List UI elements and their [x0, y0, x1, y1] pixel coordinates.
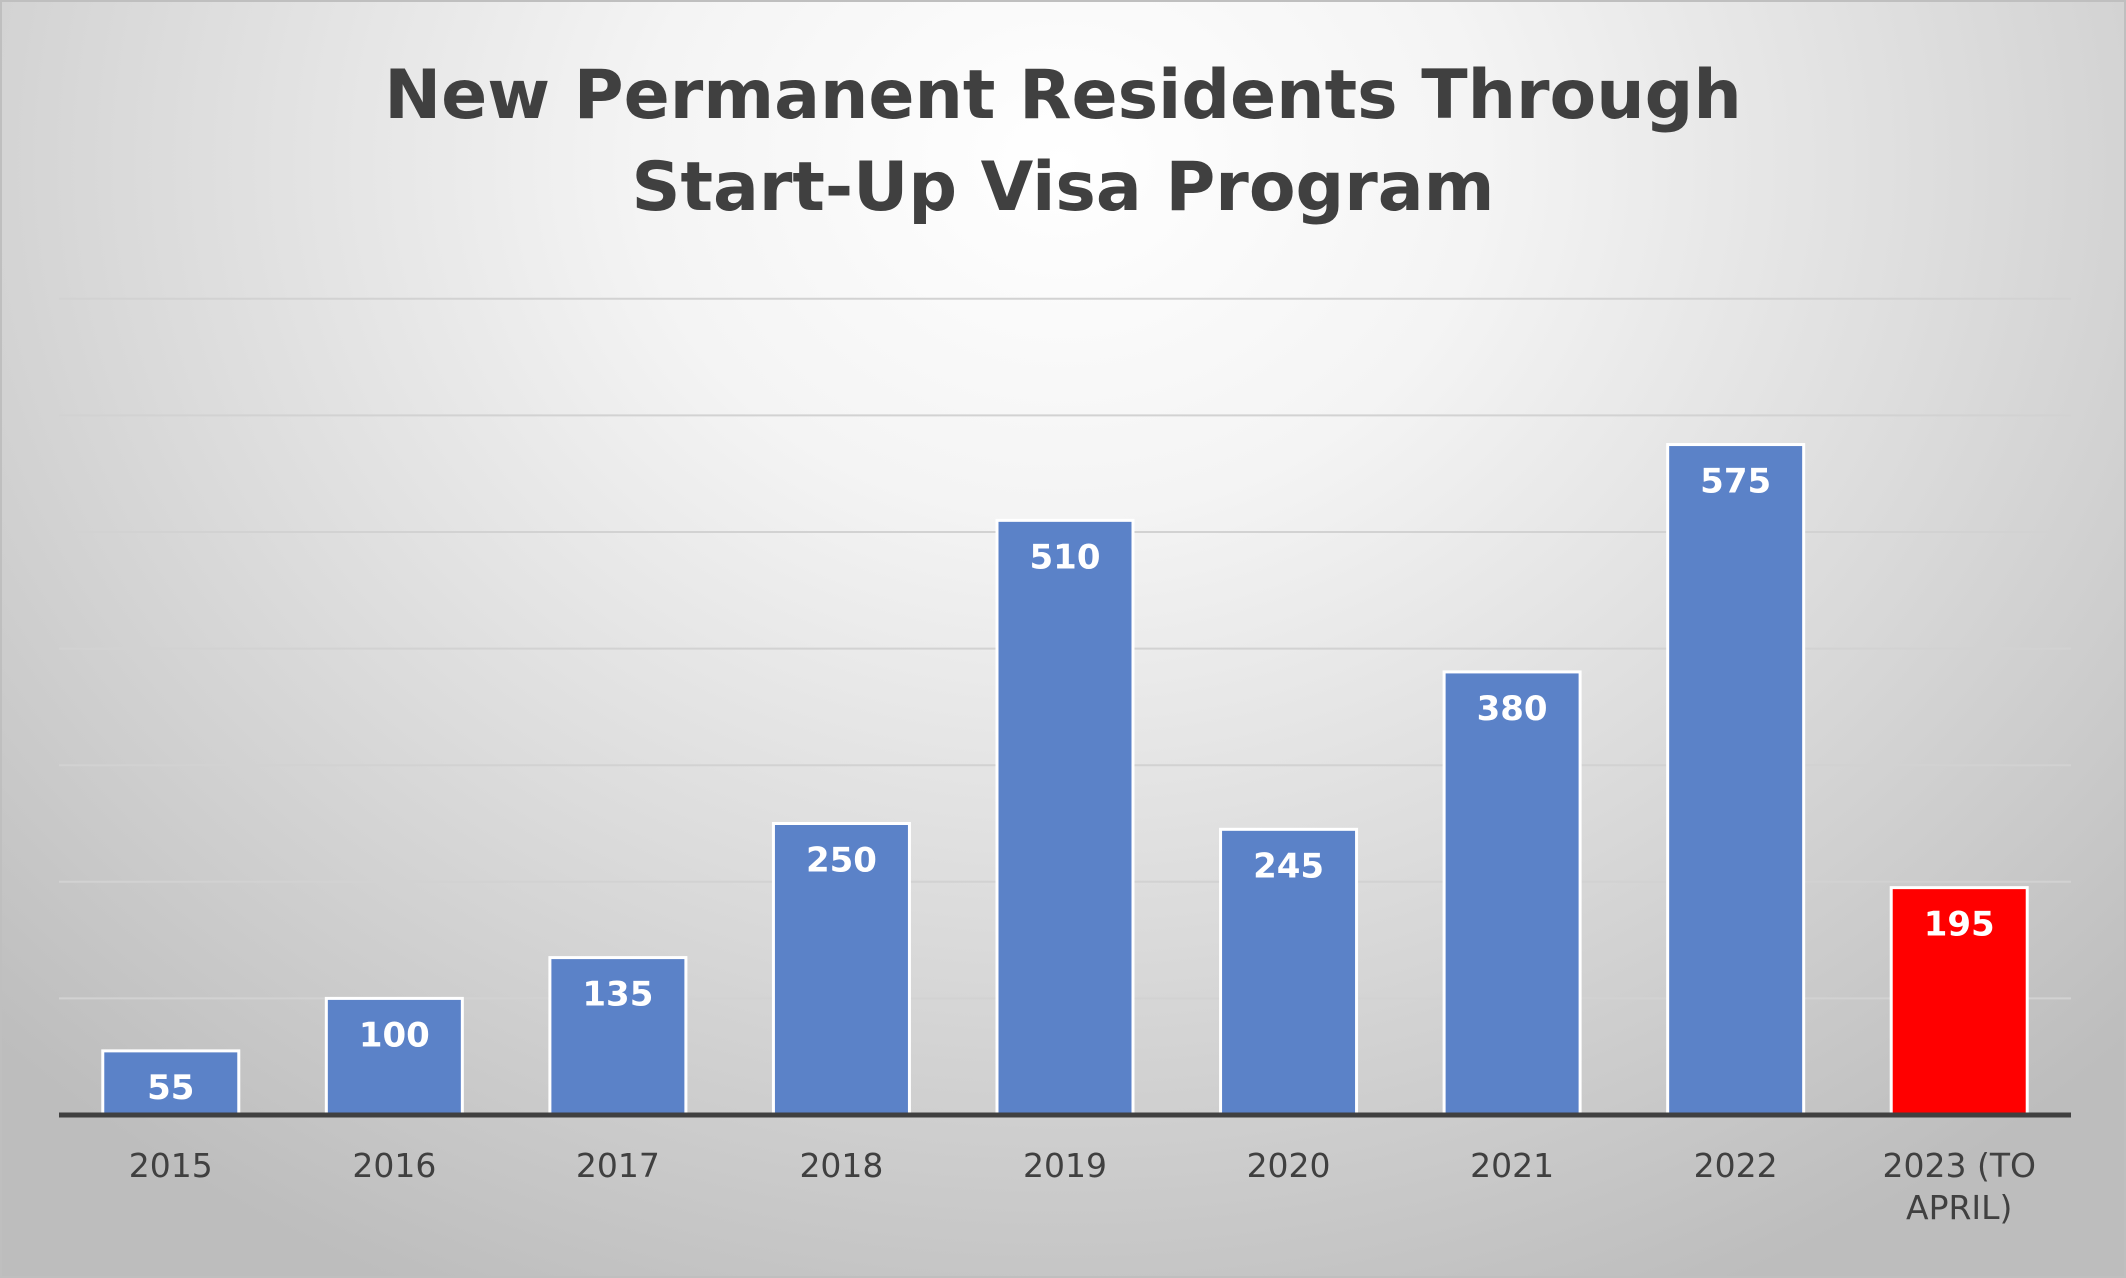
x-tick-label-line: 2020 — [1247, 1146, 1331, 1185]
x-tick-label-line: 2022 — [1694, 1146, 1778, 1185]
bar-2018 — [771, 822, 911, 1117]
bar-2022 — [1666, 443, 1806, 1117]
x-axis-tick-labels: 2015 2016 2017 2018 2019 2020 2021 2022 2023 (TO… — [129, 1146, 2036, 1227]
data-label: 100 — [359, 1015, 430, 1055]
x-tick-label: 2022 — [1694, 1146, 1778, 1185]
x-tick-label: 2016 — [352, 1146, 436, 1185]
x-tick-label: 2021 — [1470, 1146, 1554, 1185]
data-label: 55 — [147, 1068, 194, 1108]
x-tick-label: 2023 (TO APRIL) — [1882, 1146, 2035, 1227]
chart-title: New Permanent Residents Through Start-Up… — [384, 56, 1742, 227]
bar-2015 — [101, 1049, 241, 1117]
x-tick-label: 2017 — [576, 1146, 660, 1185]
x-tick-label: 2019 — [1023, 1146, 1107, 1185]
x-tick-label-line: APRIL) — [1906, 1188, 2012, 1227]
x-tick-label: 2018 — [799, 1146, 883, 1185]
bar-2023 (TO APRIL) — [1889, 886, 2029, 1117]
data-label: 380 — [1477, 689, 1548, 729]
data-label: 575 — [1700, 462, 1771, 502]
data-labels: 55 100 135 250 510 245 380 575 195 — [147, 462, 1995, 1108]
x-tick-label-line: 2021 — [1470, 1146, 1554, 1185]
x-tick-label: 2015 — [129, 1146, 213, 1185]
x-tick-label-line: 2019 — [1023, 1146, 1107, 1185]
x-tick-label-line: 2017 — [576, 1146, 660, 1185]
x-tick-label: 2020 — [1247, 1146, 1331, 1185]
bar-2021 — [1442, 670, 1582, 1117]
x-tick-label-line: 2018 — [799, 1146, 883, 1185]
data-label: 245 — [1253, 846, 1324, 886]
x-tick-label-line: 2023 (TO — [1882, 1146, 2035, 1185]
data-label: 510 — [1030, 537, 1101, 577]
data-label: 250 — [806, 841, 877, 881]
data-label: 195 — [1924, 905, 1995, 945]
x-tick-label-line: 2016 — [352, 1146, 436, 1185]
x-tick-label-line: 2015 — [129, 1146, 213, 1185]
bars — [101, 443, 2029, 1117]
bar-2020 — [1219, 827, 1359, 1117]
bar-2019 — [995, 518, 1135, 1117]
data-label: 135 — [582, 975, 653, 1015]
